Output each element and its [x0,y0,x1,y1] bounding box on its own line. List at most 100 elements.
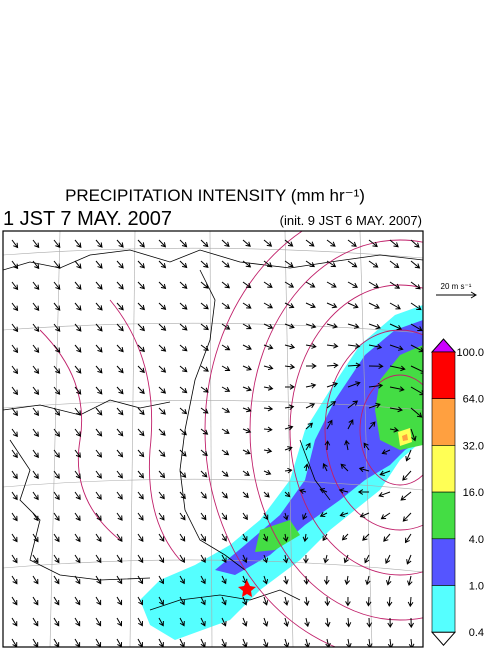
wind-arrow [116,239,124,248]
wind-arrow [158,554,165,564]
wind-arrow [221,533,227,542]
wind-arrow [137,491,144,500]
wind-arrow [74,554,81,564]
wind-arrow [74,260,82,269]
wind-arrow [389,281,401,289]
wind-arrow [95,554,102,564]
wind-arrow [137,344,145,353]
wind-arrow [53,449,60,458]
wind-arrow [137,512,144,521]
wind-arrow [344,439,350,451]
wind-arrow [179,617,185,627]
wind-arrow [137,554,144,564]
wind-arrow [263,491,270,498]
wind-arrow [74,344,82,353]
wind-arrow [53,617,60,627]
wind-arrow [323,554,329,564]
wind-arrow [95,449,103,458]
wind-arrow [368,260,379,268]
wind-arrow [11,386,19,396]
colorbar-label: 4.0 [469,534,484,546]
wind-arrow [299,488,307,495]
wind-arrow [347,362,362,369]
wind-arrow [221,344,231,351]
colorbar-segment [431,585,456,633]
wind-arrow [116,617,123,627]
wind-arrow [53,491,60,501]
wind-arrow [322,463,328,472]
wind-arrow [303,575,310,585]
wind-arrow [158,596,164,606]
wind-arrow [221,596,227,606]
wind-arrow [116,512,123,521]
wind-arrow [53,239,61,249]
wind-arrow [137,533,144,542]
wind-arrow [11,302,19,312]
wind-arrow [284,302,295,309]
wind-arrow [137,428,145,437]
wind-arrow [200,323,209,331]
wind-arrow [410,302,422,311]
wind-arrow [74,239,82,248]
wind-arrow [346,638,352,647]
wind-arrow [242,533,248,542]
wind-arrow [283,575,289,585]
wind-arrow [32,575,39,585]
wind-arrow [283,638,290,647]
wind-arrow [116,302,124,311]
wind-arrow [326,281,337,288]
wind-arrow [368,402,381,409]
wind-arrow [284,404,295,410]
wind-arrow [284,239,294,247]
wind-arrow [344,575,351,586]
wind-arrow [74,491,81,501]
wind-arrow [53,323,61,332]
wind-arrow [116,428,124,437]
wind-arrow [379,470,391,476]
wind-arrow [284,467,293,474]
wind-arrow [263,281,273,288]
wind-arrow [158,491,165,500]
wind-arrow [389,427,399,433]
wind-arrow [282,533,289,543]
wind-arrow [200,575,206,585]
wind-arrow [179,281,188,289]
wind-arrow [158,575,164,585]
wind-arrow [410,428,417,442]
wind-arrow [410,260,421,269]
wind-arrow [158,260,167,269]
wind-arrow [389,406,403,413]
wind-arrow [179,491,186,500]
wind-arrow [262,617,269,627]
wind-arrow [262,533,269,542]
wind-arrow [137,617,143,627]
wind-arrow [283,596,289,606]
wind-arrow [53,260,61,269]
wind-arrow [53,407,61,416]
wind-arrow [400,491,412,501]
wind-arrow [339,511,349,518]
wind-arrow [200,365,209,372]
wind-arrow [221,281,231,289]
wind-arrow [179,302,188,310]
colorbar-label: 16.0 [463,487,484,499]
wind-arrow [200,554,206,564]
wind-arrow [338,488,349,494]
wind-arrow [158,428,166,436]
wind-arrow [116,386,124,395]
wind-arrow [11,512,18,522]
wind-arrow [404,533,412,544]
wind-arrow [347,381,361,388]
wind-arrow [95,575,102,585]
wind-arrow [116,470,123,479]
valid-time: 1 JST 7 MAY. 2007 [3,208,172,230]
wind-arrow [389,302,401,310]
wind-arrow [242,302,252,309]
wind-arrow [303,596,310,607]
wind-arrow [221,575,227,585]
wind-arrow [402,470,412,481]
colorbar-label: 64.0 [463,394,484,406]
wind-arrow [302,512,308,520]
